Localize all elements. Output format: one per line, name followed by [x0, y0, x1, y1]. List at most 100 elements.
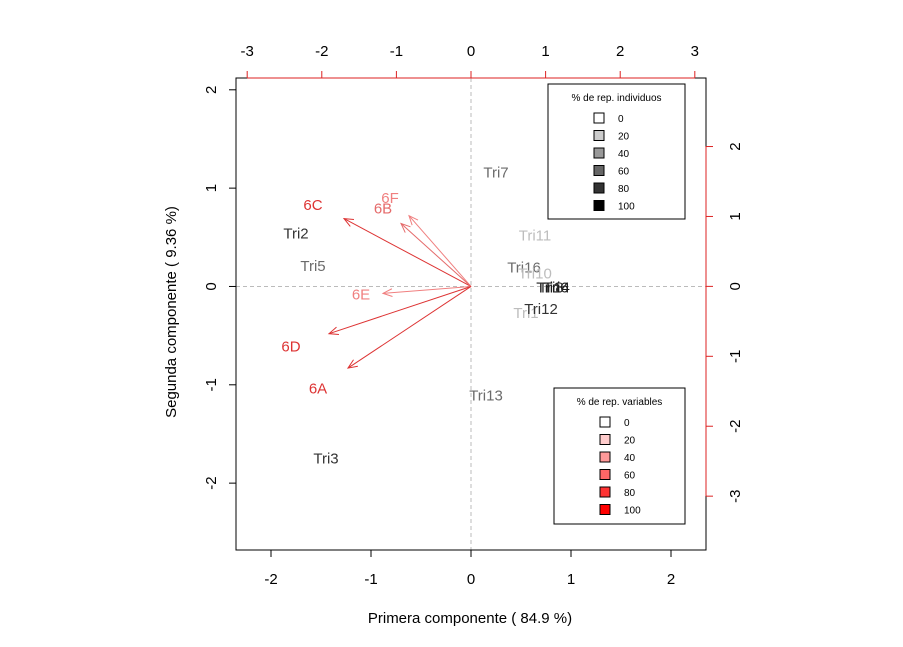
y-tick-label: -1	[203, 378, 220, 391]
legend-swatch	[599, 469, 611, 480]
legend-item-label: 100	[624, 506, 641, 517]
right-tick-label: -1	[727, 350, 744, 363]
right-axis: -3 -2 -1 0 1 2	[705, 142, 744, 503]
variable-label-6e: 6E	[352, 286, 370, 303]
individual-point-tri2: Tri2	[283, 225, 308, 242]
right-tick-label: -2	[727, 420, 744, 433]
individual-point-tri10: Tri10	[518, 266, 552, 283]
legend-swatch	[593, 112, 605, 124]
legend-box	[547, 83, 686, 220]
variable-label-6f: 6F	[381, 190, 399, 207]
legend-item-label: 100	[618, 202, 635, 213]
individual-point-tri14: Tri14	[536, 279, 570, 296]
individual-point-tri3: Tri3	[313, 451, 338, 468]
variable-arrow-6d	[327, 285, 472, 335]
top-tick-label: 2	[616, 43, 624, 60]
legend-item-label: 60	[618, 167, 630, 178]
arrow-shaft	[408, 215, 472, 287]
individual-point-tri7: Tri7	[483, 164, 508, 181]
legend-swatch	[593, 165, 605, 176]
y-tick-label: 2	[203, 86, 220, 94]
legend-item-label: 20	[624, 436, 636, 447]
legend-swatch	[593, 200, 605, 211]
y-tick-label: 0	[203, 282, 220, 290]
legend-item-label: 20	[618, 132, 630, 143]
top-axis: -3 -2 -1 0 1 2 3	[241, 43, 699, 79]
individual-labels: Tri7 Tri2 Tri5 Tri11 Tri16Tri10Tri14Tri8Tri6…	[283, 164, 569, 467]
variable-arrows	[327, 214, 472, 369]
top-tick-label: 3	[691, 43, 699, 60]
top-tick-label: -3	[241, 43, 254, 60]
individual-point-tri12: Tri12	[524, 301, 558, 318]
x-axis: -2 -1 0 1 2	[264, 549, 675, 588]
individual-point-tri13: Tri13	[469, 388, 503, 405]
legend-swatch	[593, 147, 605, 159]
arrow-head	[400, 222, 411, 233]
legend-title: % de rep. individuos	[571, 93, 661, 104]
top-tick-label: -2	[315, 43, 328, 60]
individual-point-tri16: Tri16	[507, 260, 541, 277]
y-axis-label: Segunda componente ( 9.36 %)	[163, 206, 180, 418]
legend-swatch	[593, 130, 605, 141]
legend-item-label: 80	[618, 184, 630, 195]
legend-variables: % de rep. variables 0 20 40 60 80 100	[553, 387, 686, 525]
legend-swatch	[599, 486, 611, 498]
arrow-shaft	[347, 286, 472, 369]
top-tick-label: -1	[390, 43, 403, 60]
arrow-shaft	[328, 285, 472, 335]
legend-swatch	[599, 434, 611, 445]
top-tick-label: 0	[467, 43, 475, 60]
legend-item-label: 0	[624, 418, 630, 429]
variable-label-6c: 6C	[303, 197, 322, 214]
legend-item-label: 40	[624, 453, 636, 464]
y-tick-label: 1	[203, 184, 220, 192]
arrow-shaft	[382, 285, 472, 294]
individual-point-tri8: Tri8	[538, 279, 563, 296]
arrow-head	[381, 288, 393, 297]
legend-item-label: 0	[618, 114, 624, 125]
variable-arrow-6c	[342, 218, 472, 287]
arrow-head	[346, 359, 358, 369]
individual-point-tri5: Tri5	[300, 258, 325, 275]
right-tick-label: 0	[727, 282, 744, 290]
legend-swatch	[599, 451, 611, 463]
legend-item-label: 80	[624, 488, 636, 499]
legend-swatch	[593, 182, 605, 194]
legend-swatch	[599, 504, 611, 515]
x-tick-label: 2	[667, 571, 675, 588]
y-tick-label: -2	[203, 476, 220, 489]
variable-label-6a: 6A	[309, 381, 327, 398]
right-tick-label: 2	[727, 142, 744, 150]
individual-point-tri11: Tri11	[519, 227, 552, 244]
y-axis: -2 -1 0 1 2	[203, 86, 237, 490]
variable-arrow-6e	[381, 285, 472, 297]
legend-swatch	[599, 416, 611, 428]
variable-arrow-6f	[408, 214, 472, 287]
x-tick-label: 0	[467, 571, 475, 588]
arrow-head	[327, 326, 340, 335]
legend-individuos: % de rep. individuos 0 20 40 60 80 100	[547, 83, 686, 220]
legend-item-label: 60	[624, 471, 636, 482]
x-tick-label: -1	[364, 571, 377, 588]
legend-item-label: 40	[618, 149, 630, 160]
right-tick-label: -3	[727, 489, 744, 502]
variable-label-6d: 6D	[281, 338, 300, 355]
x-tick-label: -2	[264, 571, 277, 588]
variable-arrow-6a	[346, 286, 472, 369]
right-tick-label: 1	[727, 212, 744, 220]
variable-arrow-6b	[400, 222, 472, 287]
arrow-shaft	[400, 223, 472, 287]
x-tick-label: 1	[567, 571, 575, 588]
legend-box	[553, 387, 686, 525]
legend-title: % de rep. variables	[577, 397, 663, 408]
arrow-head	[342, 218, 355, 227]
arrow-shaft	[343, 218, 472, 287]
variable-label-6b: 6B	[374, 201, 392, 218]
individual-point-tri6: Tri6	[543, 279, 568, 296]
top-tick-label: 1	[541, 43, 549, 60]
x-axis-label: Primera componente ( 84.9 %)	[368, 610, 572, 627]
arrow-head	[408, 214, 419, 226]
